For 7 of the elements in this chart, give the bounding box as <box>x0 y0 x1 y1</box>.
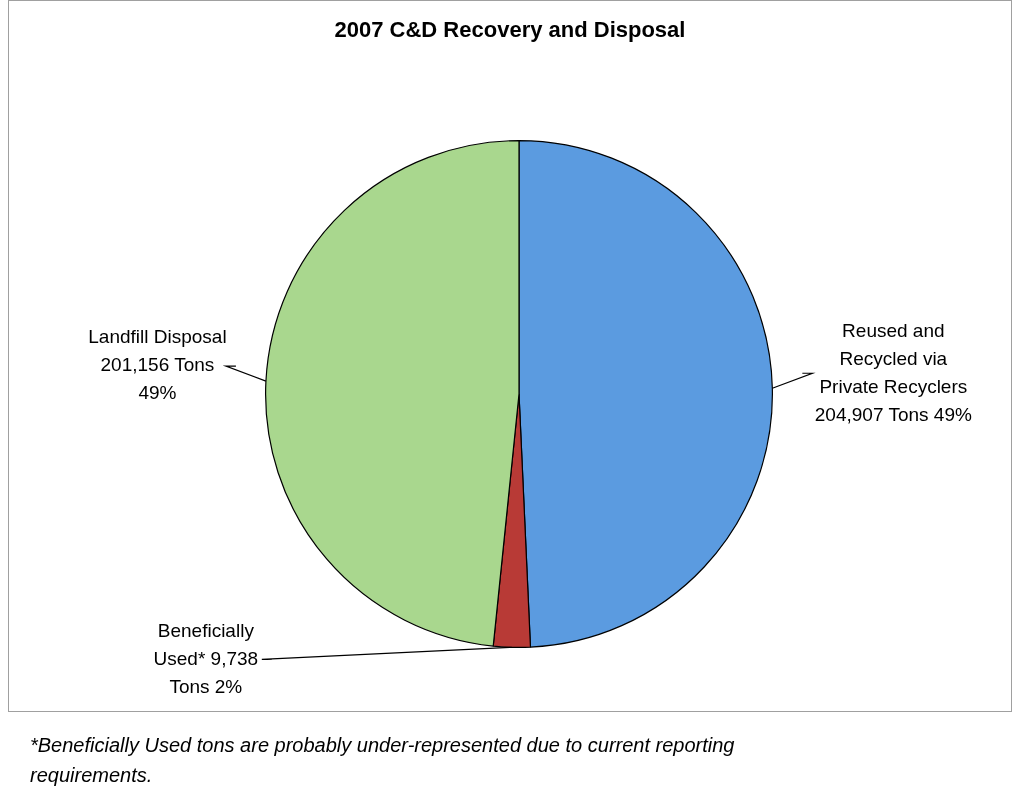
slice-label: Landfill Disposal <box>88 326 227 348</box>
slice-label: Reused and Recycled via Private Recyclers <box>819 319 968 397</box>
slice-label: Beneficially Used* 9,738 Tons 2% <box>153 619 259 697</box>
chart-title: 2007 C&D Recovery and Disposal <box>333 17 687 43</box>
text: *Beneficially Used tons are probably under-represented due to current reporting requirements. <box>30 733 736 788</box>
data-label: 204,907 Tons 49% <box>814 403 972 425</box>
data-label: 201,156 Tons 49% <box>100 354 215 404</box>
